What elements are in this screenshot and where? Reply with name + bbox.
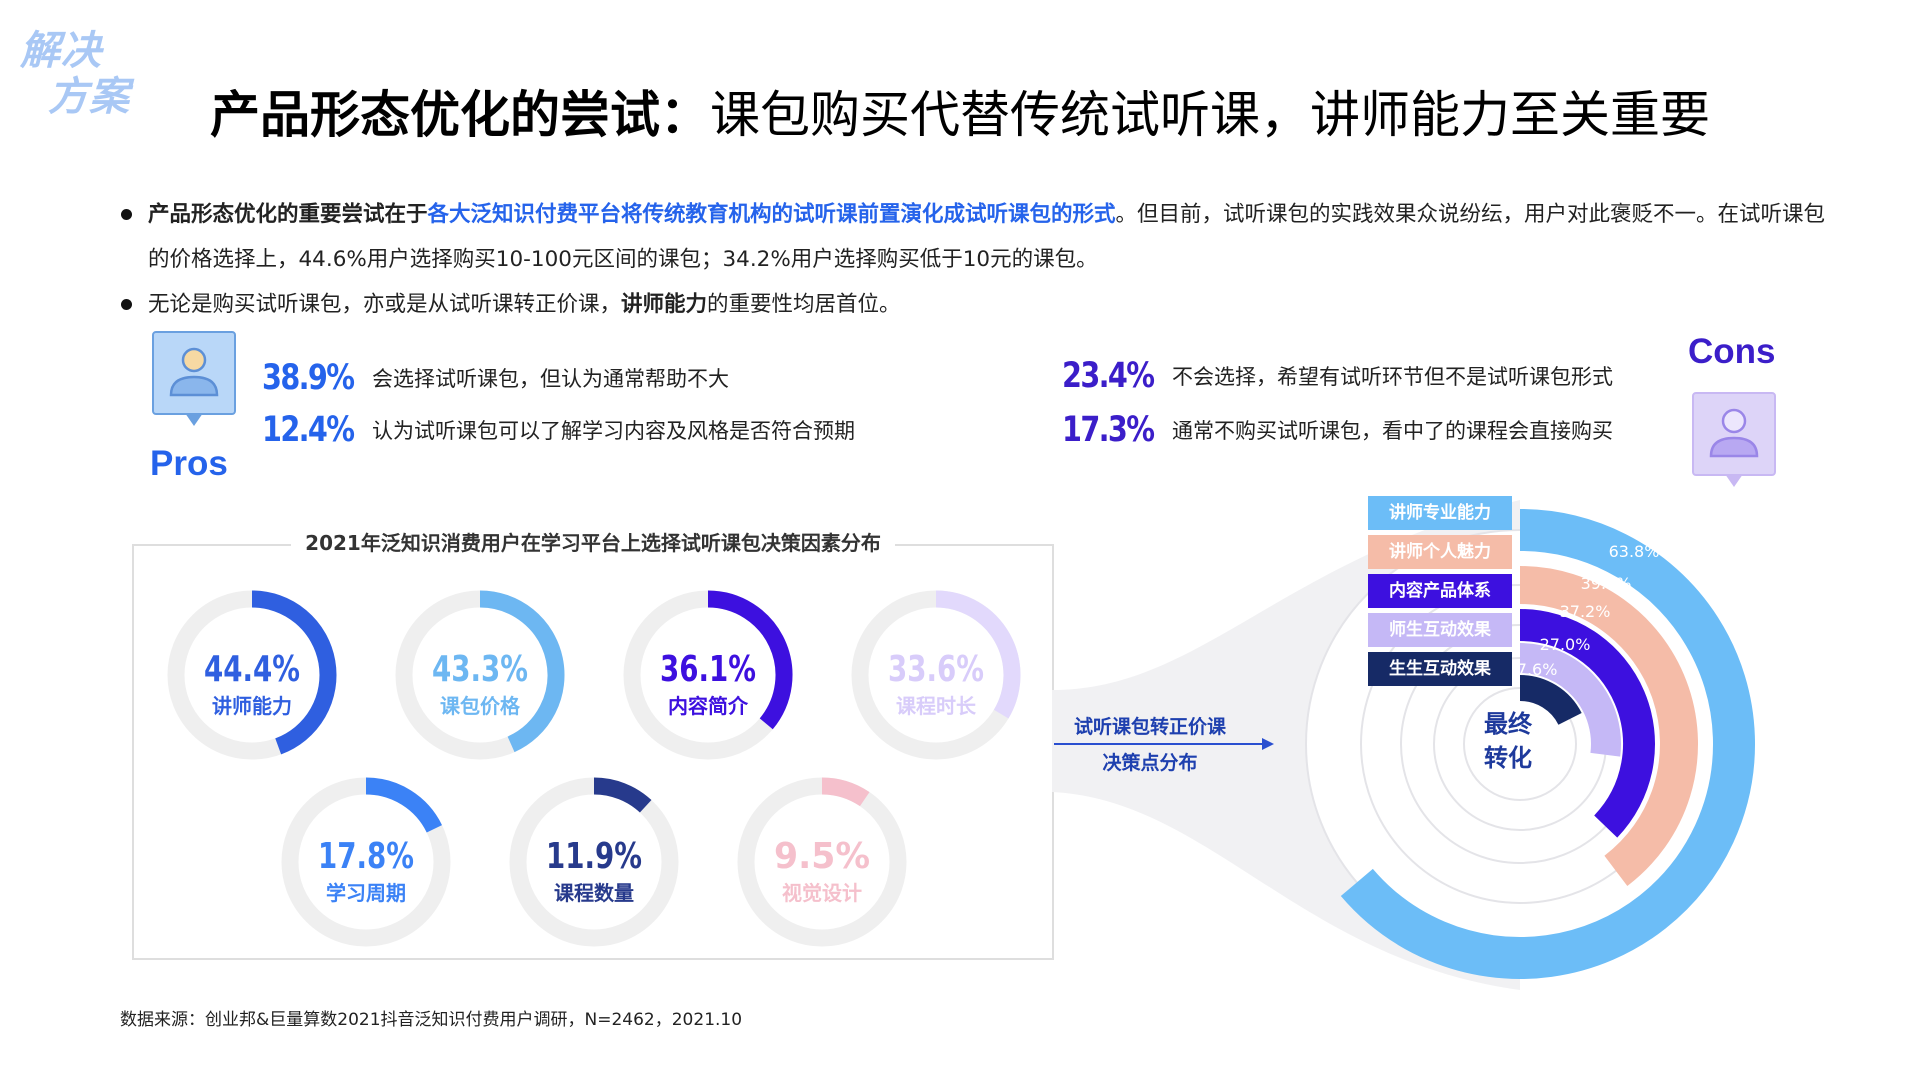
bullet-2-pre: 无论是购买试听课包，亦或是从试听课转正价课，	[148, 292, 622, 317]
donut-arc	[365, 777, 442, 833]
radial-bar-value-label: 39.7%	[1581, 574, 1632, 593]
radial-center-label-line2: 转化	[1484, 744, 1532, 772]
bullet-1-rest: 。但目前，试听课包的实践效果众说纷纭，用户对此褒贬不一。在试听课包的价格选择上，…	[148, 202, 1826, 272]
donut-gauge-2: 43.3% 课包价格	[395, 590, 565, 760]
radial-bar-4: 27.0%	[1519, 635, 1621, 757]
pros-stat-1-text: 会选择试听课包，但认为通常帮助不大	[372, 367, 729, 391]
factor-chart-title: 2021年泛知识消费用户在学习平台上选择试听课包决策因素分布	[132, 530, 1054, 556]
page-title-bold: 产品形态优化的尝试：	[210, 86, 710, 144]
radial-bar-arc	[1519, 566, 1698, 886]
corner-tag-line2: 方案	[48, 74, 130, 120]
radial-bar-arc	[1519, 675, 1582, 726]
radial-legend-4: 师生互动效果	[1368, 613, 1512, 647]
cons-label: Cons	[1688, 332, 1776, 371]
donut-value-label: 17.8%	[318, 836, 414, 877]
pros-stat-1-pct: 38.9%	[262, 358, 355, 398]
donut-category-label: 学习周期	[326, 881, 406, 905]
donut-arc	[707, 590, 793, 730]
radial-center-label-line1: 最终	[1484, 710, 1533, 738]
radial-bar-3: 37.2%	[1519, 602, 1655, 838]
flow-arrow-head	[1262, 738, 1274, 750]
page-title: 产品形态优化的尝试：课包购买代替传统试听课，讲师能力至关重要	[0, 80, 1920, 150]
bullet-item-1: 产品形态优化的重要尝试在于各大泛知识付费平台将传统教育机构的试听课前置演化成试听…	[118, 192, 1838, 282]
radial-bar-5: 17.6%	[1507, 660, 1582, 726]
donut-category-label: 内容简介	[668, 694, 749, 718]
donut-gauge-5: 17.8% 学习周期	[281, 777, 451, 947]
cons-stat-2: 17.3% 通常不购买试听课包，看中了的课程会直接购买	[1062, 410, 1613, 450]
donut-gauge-3: 36.1% 内容简介	[623, 590, 793, 760]
donut-gauge-7: 9.5% 视觉设计	[737, 777, 907, 947]
flow-label-line1: 试听课包转正价课	[1073, 716, 1226, 738]
donut-arc	[479, 590, 565, 753]
cons-stat-1-pct: 23.4%	[1062, 356, 1155, 396]
donut-arc	[593, 777, 652, 813]
radial-bar-2: 39.7%	[1519, 566, 1698, 886]
bullet-2-post: 的重要性均居首位。	[707, 292, 901, 317]
pros-stat-2-pct: 12.4%	[262, 410, 355, 450]
radial-bar-arc	[1519, 609, 1655, 838]
radial-bar-arc	[1340, 509, 1755, 979]
page-title-normal: 课包购买代替传统试听课，讲师能力至关重要	[710, 86, 1710, 144]
bullet-list: 产品形态优化的重要尝试在于各大泛知识付费平台将传统教育机构的试听课前置演化成试听…	[118, 192, 1838, 327]
cons-avatar	[1692, 392, 1776, 487]
radial-bar-arc	[1519, 643, 1621, 757]
donut-value-label: 43.3%	[432, 649, 528, 690]
donut-gauge-4: 33.6% 课程时长	[851, 590, 1021, 760]
pros-label: Pros	[150, 444, 228, 483]
donut-arc	[821, 777, 870, 807]
pros-avatar	[152, 331, 236, 426]
corner-tag: 解决 方案	[20, 28, 140, 120]
donut-category-label: 视觉设计	[782, 881, 862, 905]
donut-value-label: 33.6%	[888, 649, 984, 690]
radial-legend-1: 讲师专业能力	[1368, 496, 1512, 530]
data-source: 数据来源：创业邦&巨量算数2021抖音泛知识付费用户调研，N=2462，2021…	[120, 1010, 743, 1030]
user-icon	[1709, 408, 1759, 458]
donut-value-label: 11.9%	[546, 836, 642, 877]
donut-value-label: 36.1%	[660, 649, 756, 690]
corner-tag-line1: 解决	[20, 28, 102, 74]
pros-stat-2: 12.4% 认为试听课包可以了解学习内容及风格是否符合预期	[262, 410, 855, 450]
bullet-2-bold: 讲师能力	[621, 292, 708, 317]
cons-stat-2-text: 通常不购买试听课包，看中了的课程会直接购买	[1172, 419, 1613, 443]
bullet-1-highlight: 各大泛知识付费平台将传统教育机构的试听课前置演化成试听课包的形式	[427, 202, 1116, 227]
bullet-1-lead: 产品形态优化的重要尝试在于	[148, 202, 428, 227]
donut-gauge-6: 11.9% 课程数量	[509, 777, 679, 947]
cons-stat-2-pct: 17.3%	[1062, 410, 1155, 450]
pros-stat-1: 38.9% 会选择试听课包，但认为通常帮助不大	[262, 358, 729, 398]
donut-category-label: 课包价格	[440, 694, 521, 718]
donut-gauge-1: 44.4% 讲师能力	[167, 590, 337, 760]
bullet-item-2: 无论是购买试听课包，亦或是从试听课转正价课，讲师能力的重要性均居首位。	[118, 282, 1838, 327]
pros-stat-2-text: 认为试听课包可以了解学习内容及风格是否符合预期	[372, 419, 855, 443]
radial-bar-value-label: 63.8%	[1609, 542, 1660, 561]
cons-stat-1-text: 不会选择，希望有试听环节但不是试听课包形式	[1172, 365, 1613, 389]
donut-arc	[251, 590, 337, 755]
radial-bar-value-label: 37.2%	[1560, 602, 1611, 621]
flow-label-line2: 决策点分布	[1102, 752, 1198, 774]
donut-category-label: 讲师能力	[212, 694, 292, 718]
radial-legend-2: 讲师个人魅力	[1368, 535, 1512, 569]
donut-arc	[935, 590, 1021, 719]
radial-bar-1: 63.8%	[1340, 509, 1755, 979]
radial-legend-3: 内容产品体系	[1368, 574, 1512, 608]
donut-value-label: 9.5%	[774, 836, 870, 877]
donut-category-label: 课程时长	[896, 694, 977, 718]
cons-stat-1: 23.4% 不会选择，希望有试听环节但不是试听课包形式	[1062, 356, 1613, 396]
radial-bar-value-label: 17.6%	[1507, 660, 1558, 679]
radial-legend-5: 生生互动效果	[1368, 652, 1512, 686]
radial-bar-value-label: 27.0%	[1540, 635, 1591, 654]
donut-category-label: 课程数量	[554, 881, 634, 905]
user-icon	[169, 347, 219, 397]
donut-value-label: 44.4%	[204, 649, 300, 690]
